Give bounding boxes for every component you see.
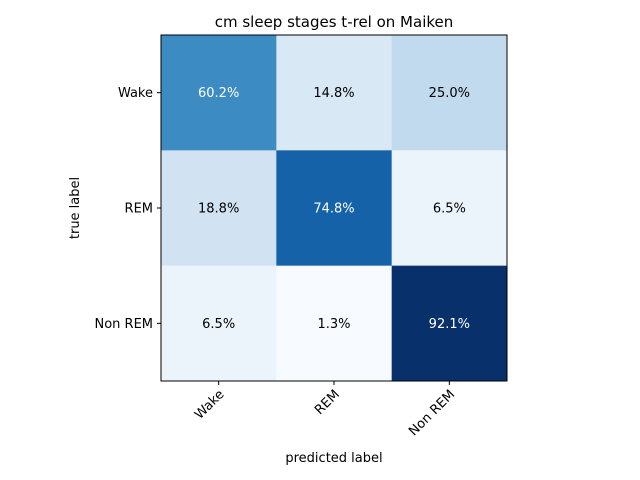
cell-value-label: 25.0% — [429, 86, 470, 101]
x-tick-label: REM — [312, 387, 343, 418]
y-axis-ticks: Wake REM Non REM — [94, 86, 161, 332]
heatmap-cell — [391, 265, 508, 382]
heatmap-cell-labels: 60.2% 14.8% 25.0% 18.8% 74.8% 6.5% 6.5% 1.3% 92.… — [198, 86, 470, 332]
cell-value-label: 6.5% — [202, 317, 235, 332]
heatmap-cell — [161, 150, 277, 267]
y-tick-label: Wake — [118, 86, 153, 101]
x-axis-label: predicted label — [285, 451, 382, 466]
cell-value-label: 60.2% — [198, 86, 239, 101]
cell-value-label: 14.8% — [313, 86, 354, 101]
cell-value-label: 74.8% — [313, 202, 354, 217]
cell-value-label: 1.3% — [317, 317, 350, 332]
y-tick-label: REM — [125, 202, 153, 217]
cell-value-label: 92.1% — [429, 317, 470, 332]
chart-title: cm sleep stages t-rel on Maiken — [215, 13, 454, 31]
heatmap-cell — [161, 265, 277, 382]
cell-value-label: 18.8% — [198, 202, 239, 217]
y-axis-label: true label — [68, 177, 83, 239]
heatmap-cells — [161, 35, 508, 382]
heatmap-cell — [161, 35, 277, 151]
x-axis-ticks: Wake REM Non REM — [192, 381, 458, 439]
y-tick-label: Non REM — [94, 317, 153, 332]
x-tick-label: Non REM — [406, 387, 458, 439]
heatmap-cell — [391, 35, 508, 151]
x-tick-label: Wake — [192, 387, 227, 422]
heatmap-cell — [276, 150, 393, 267]
cell-value-label: 6.5% — [433, 202, 466, 217]
heatmap-cell — [391, 150, 508, 267]
heatmap-cell — [276, 265, 393, 382]
heatmap-cell — [276, 35, 393, 151]
